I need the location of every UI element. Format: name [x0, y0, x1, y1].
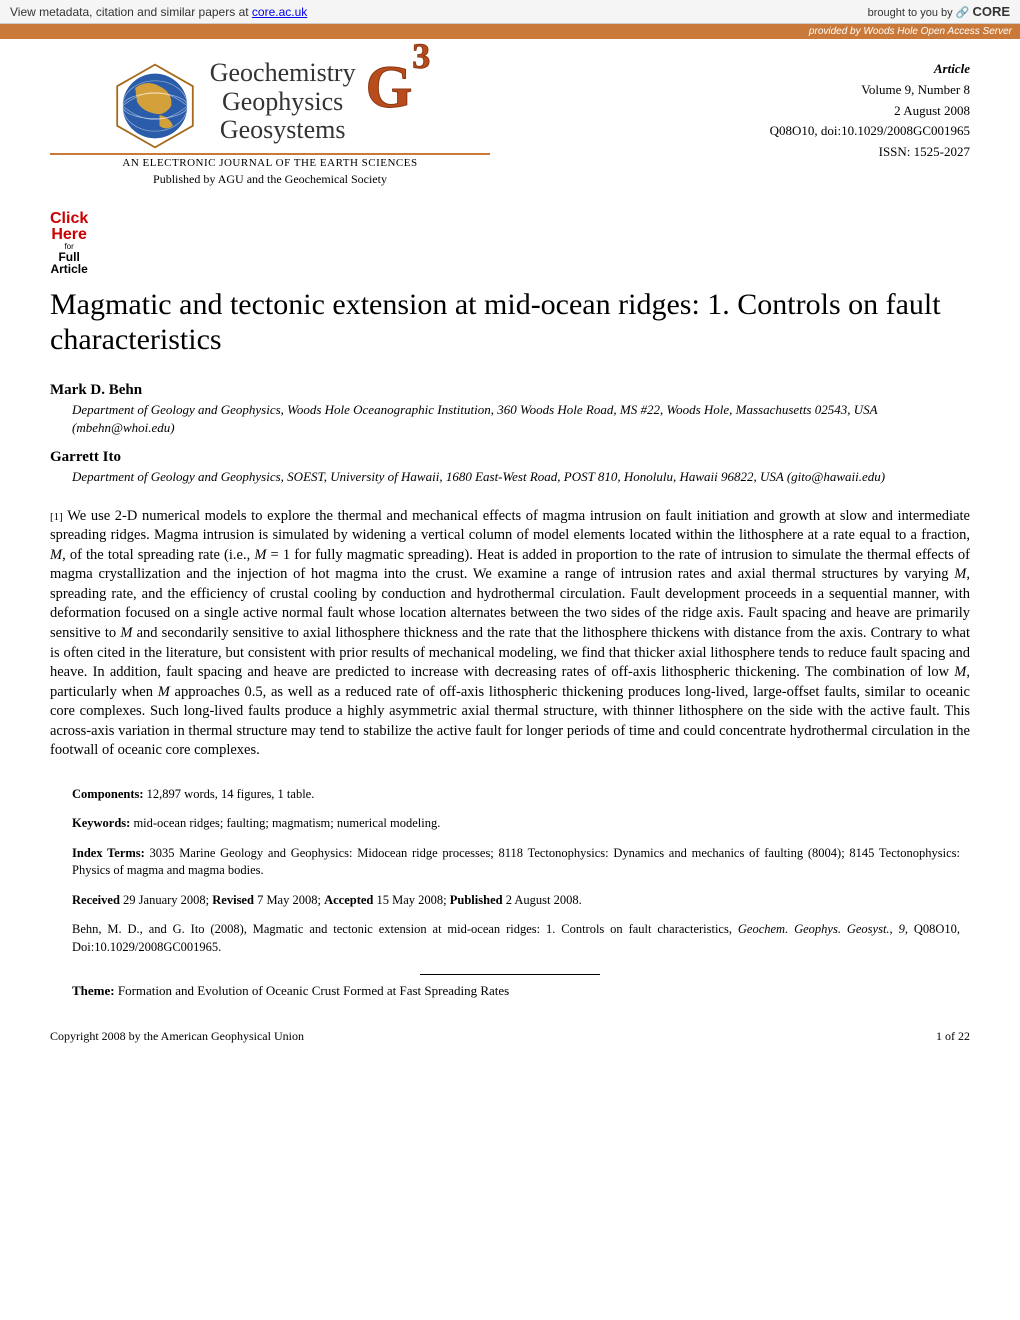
badge-click: Click: [50, 211, 88, 227]
keywords-label: Keywords:: [72, 816, 130, 830]
abs-1g: approaches 0.5, as well as a reduced rat…: [50, 684, 970, 759]
abstract: [1] We use 2-D numerical models to explo…: [50, 507, 970, 761]
theme-label: Theme:: [72, 983, 115, 998]
g3-g: G: [366, 54, 413, 120]
copyright-text: Copyright 2008 by the American Geophysic…: [50, 1029, 304, 1044]
components-label: Components:: [72, 787, 144, 801]
banner-text: View metadata, citation and similar pape…: [10, 5, 252, 19]
provided-row: provided by Woods Hole Open Access Serve…: [0, 24, 1020, 39]
citation-a: Behn, M. D., and G. Ito (2008), Magmatic…: [72, 922, 738, 936]
abs-M2: M: [254, 547, 266, 563]
citation-journal: Geochem. Geophys. Geosyst.: [738, 922, 890, 936]
dates-line: Received 29 January 2008; Revised 7 May …: [72, 892, 960, 910]
author-2-name: Garrett Ito: [50, 449, 970, 466]
issn-line: ISSN: 1525-2027: [770, 142, 970, 163]
accepted-text: 15 May 2008;: [373, 893, 449, 907]
index-text: 3035 Marine Geology and Geophysics: Mido…: [72, 846, 960, 878]
page-number: 1 of 22: [936, 1029, 970, 1044]
footer: Copyright 2008 by the American Geophysic…: [50, 1029, 970, 1044]
abs-M1: M: [50, 547, 62, 563]
revised-text: 7 May 2008;: [254, 893, 324, 907]
author-1-affiliation: Department of Geology and Geophysics, Wo…: [50, 401, 970, 437]
paragraph-number: [1]: [50, 511, 63, 523]
abs-M6: M: [158, 684, 170, 700]
brought-by-text: brought to you by: [868, 7, 956, 19]
journal-line1: Geochemistry: [210, 59, 356, 88]
journal-subtitle: AN ELECTRONIC JOURNAL OF THE EARTH SCIEN…: [122, 157, 417, 169]
citation-b: ,: [890, 922, 899, 936]
journal-line3: Geosystems: [210, 116, 356, 145]
abs-M4: M: [120, 625, 132, 641]
components-line: Components: 12,897 words, 14 figures, 1 …: [72, 786, 960, 804]
provided-source: Woods Hole Open Access Server: [863, 26, 1012, 37]
article-title: Magmatic and tectonic extension at mid-o…: [50, 288, 970, 357]
received-label: Received: [72, 893, 120, 907]
abs-1a: We use 2-D numerical models to explore t…: [50, 508, 970, 544]
g3-sup: 3: [412, 36, 430, 76]
date-line: 2 August 2008: [770, 101, 970, 122]
published-by: Published by AGU and the Geochemical Soc…: [153, 172, 387, 187]
abs-1e: and secondarily sensitive to axial litho…: [50, 625, 970, 680]
published-text: 2 August 2008.: [503, 893, 582, 907]
badge-article: Article: [50, 263, 88, 275]
banner-right: brought to you by 🔗 CORE: [868, 4, 1010, 19]
revised-label: Revised: [212, 893, 254, 907]
metadata-banner: View metadata, citation and similar pape…: [0, 0, 1020, 24]
components-text: 12,897 words, 14 figures, 1 table.: [144, 787, 315, 801]
theme-line: Theme: Formation and Evolution of Oceani…: [50, 983, 970, 999]
orange-rule: [50, 153, 490, 155]
citation-line: Behn, M. D., and G. Ito (2008), Magmatic…: [72, 921, 960, 956]
badge-here: Here: [50, 227, 88, 243]
keywords-line: Keywords: mid-ocean ridges; faulting; ma…: [72, 815, 960, 833]
abs-M3: M: [954, 566, 966, 582]
core-icon: 🔗: [956, 7, 970, 19]
keywords-text: mid-ocean ridges; faulting; magmatism; n…: [130, 816, 440, 830]
author-1-name: Mark D. Behn: [50, 382, 970, 399]
journal-masthead: Geochemistry Geophysics Geosystems G3 AN…: [50, 59, 490, 187]
abs-M5: M: [954, 664, 966, 680]
banner-left: View metadata, citation and similar pape…: [10, 5, 307, 19]
abs-1b: , of the total spreading rate (i.e.,: [62, 547, 254, 563]
received-text: 29 January 2008;: [120, 893, 212, 907]
header-row: Geochemistry Geophysics Geosystems G3 AN…: [50, 59, 970, 187]
theme-rule: [420, 974, 600, 975]
click-here-badge[interactable]: Click Here for Full Article: [50, 211, 88, 275]
g3-logo: G3: [366, 59, 431, 113]
index-label: Index Terms:: [72, 846, 145, 860]
journal-top: Geochemistry Geophysics Geosystems G3: [110, 59, 431, 151]
provided-pre: provided by: [809, 26, 863, 37]
core-brand: CORE: [972, 4, 1010, 19]
journal-titles: Geochemistry Geophysics Geosystems: [210, 59, 356, 145]
author-2-affiliation: Department of Geology and Geophysics, SO…: [50, 468, 970, 486]
article-label: Article: [770, 59, 970, 80]
journal-line2: Geophysics: [210, 88, 356, 117]
index-terms-line: Index Terms: 3035 Marine Geology and Geo…: [72, 845, 960, 880]
accepted-label: Accepted: [324, 893, 373, 907]
page-content: Geochemistry Geophysics Geosystems G3 AN…: [0, 39, 1020, 1064]
article-meta: Article Volume 9, Number 8 2 August 2008…: [770, 59, 970, 163]
published-label: Published: [450, 893, 503, 907]
core-link[interactable]: core.ac.uk: [252, 5, 307, 19]
doi-line: Q08O10, doi:10.1029/2008GC001965: [770, 121, 970, 142]
article-info: Components: 12,897 words, 14 figures, 1 …: [50, 786, 970, 957]
volume-line: Volume 9, Number 8: [770, 80, 970, 101]
theme-text: Formation and Evolution of Oceanic Crust…: [115, 983, 510, 998]
globe-logo-icon: [110, 61, 200, 151]
